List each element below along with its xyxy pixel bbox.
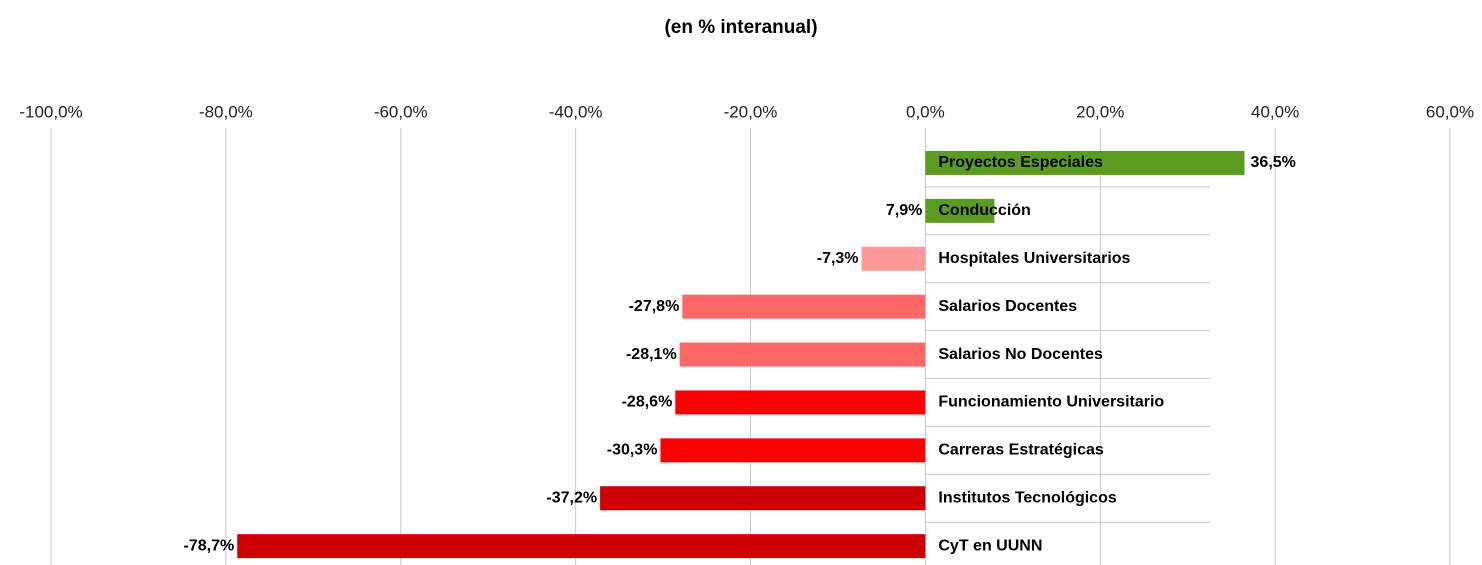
value-label: 36,5%	[1251, 154, 1296, 171]
bar	[600, 486, 926, 511]
category-label: Hospitales Universitarios	[938, 250, 1130, 267]
x-tick-label: -60,0%	[374, 102, 428, 121]
chart-title: (en % interanual)	[664, 17, 817, 38]
x-tick-label: 20,0%	[1076, 102, 1124, 121]
value-label: -27,8%	[629, 298, 680, 315]
bar	[925, 198, 995, 223]
category-label: CyT en UUNN	[938, 537, 1042, 554]
bar	[861, 246, 926, 271]
value-label: 7,9%	[886, 202, 922, 219]
category-label: Institutos Tecnológicos	[938, 489, 1116, 506]
value-label: -28,6%	[622, 394, 673, 411]
category-label: Salarios No Docentes	[938, 346, 1103, 363]
category-label: Conducción	[938, 202, 1030, 219]
bar	[679, 342, 926, 367]
category-label: Salarios Docentes	[938, 298, 1077, 315]
value-label: -37,2%	[546, 489, 597, 506]
bar	[237, 534, 926, 559]
bar	[660, 438, 926, 463]
x-tick-label: 0,0%	[906, 102, 945, 121]
bar	[675, 390, 926, 415]
value-label: -30,3%	[607, 442, 658, 459]
value-label: -78,7%	[184, 537, 235, 554]
x-tick-label: -40,0%	[549, 102, 603, 121]
category-label: Funcionamiento Universitario	[938, 394, 1164, 411]
x-tick-label: 60,0%	[1426, 102, 1474, 121]
x-tick-label: -80,0%	[199, 102, 253, 121]
bar	[682, 294, 926, 319]
x-tick-label: 40,0%	[1251, 102, 1299, 121]
x-tick-label: -20,0%	[724, 102, 778, 121]
bar	[925, 150, 1245, 175]
x-tick-label: -100,0%	[19, 102, 82, 121]
category-label: Carreras Estratégicas	[938, 442, 1104, 459]
value-label: -28,1%	[626, 346, 677, 363]
category-label: Proyectos Especiales	[938, 154, 1103, 171]
value-label: -7,3%	[817, 250, 859, 267]
